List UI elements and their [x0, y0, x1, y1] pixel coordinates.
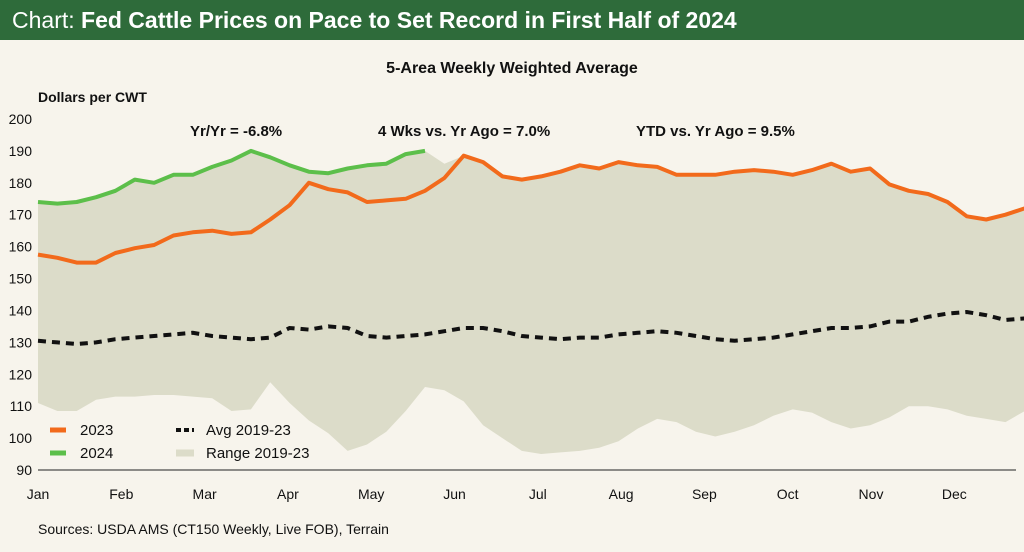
y-tick-label: 120	[9, 366, 33, 382]
x-tick-label: Feb	[109, 486, 133, 502]
x-tick-label: Jul	[529, 486, 547, 502]
legend-label-2024: 2024	[80, 445, 113, 462]
x-tick-label: Apr	[277, 486, 299, 502]
legend-label-avg: Avg 2019-23	[206, 422, 291, 439]
legend-label-2023: 2023	[80, 422, 113, 439]
header-title: Fed Cattle Prices on Pace to Set Record …	[81, 7, 737, 33]
y-tick-label: 140	[9, 303, 33, 319]
source-note: Sources: USDA AMS (CT150 Weekly, Live FO…	[38, 521, 389, 537]
y-tick-label: 130	[9, 334, 33, 350]
series-2023-line	[37, 153, 1024, 265]
y-axis-label: Dollars per CWT	[38, 89, 147, 105]
annotation-ytd: YTD vs. Yr Ago = 9.5%	[636, 123, 795, 140]
x-tick-label: Sep	[692, 486, 717, 502]
header-prefix: Chart:	[12, 7, 82, 33]
y-tick-label: 170	[9, 207, 33, 223]
x-tick-label: Dec	[942, 486, 967, 502]
x-tick-label: Mar	[193, 486, 217, 502]
legend-label-range: Range 2019-23	[206, 445, 309, 462]
chart-header: Chart: Fed Cattle Prices on Pace to Set …	[12, 6, 737, 34]
series-2024-line	[37, 148, 426, 206]
y-tick-label: 160	[9, 239, 33, 255]
y-tick-label: 190	[9, 143, 33, 159]
y-tick-label: 110	[10, 398, 33, 414]
y-tick-label: 100	[9, 430, 33, 446]
x-tick-label: Nov	[859, 486, 884, 502]
x-tick-label: Jan	[27, 486, 50, 502]
x-tick-label: Aug	[609, 486, 634, 502]
y-tick-label: 200	[9, 111, 33, 127]
y-tick-label: 150	[9, 271, 33, 287]
x-tick-label: Jun	[443, 486, 466, 502]
annotation-4wks: 4 Wks vs. Yr Ago = 7.0%	[378, 123, 551, 140]
annotation-yr-yr: Yr/Yr = -6.8%	[190, 123, 283, 140]
y-tick-label: 180	[9, 175, 33, 191]
x-tick-label: Oct	[777, 486, 799, 502]
header-bar: Chart: Fed Cattle Prices on Pace to Set …	[0, 0, 1024, 40]
series-avg-line	[37, 309, 1024, 347]
y-tick-label: 90	[16, 462, 32, 478]
x-tick-label: May	[358, 486, 384, 502]
chart-title: 5-Area Weekly Weighted Average	[386, 60, 638, 77]
range-band	[38, 150, 1024, 454]
